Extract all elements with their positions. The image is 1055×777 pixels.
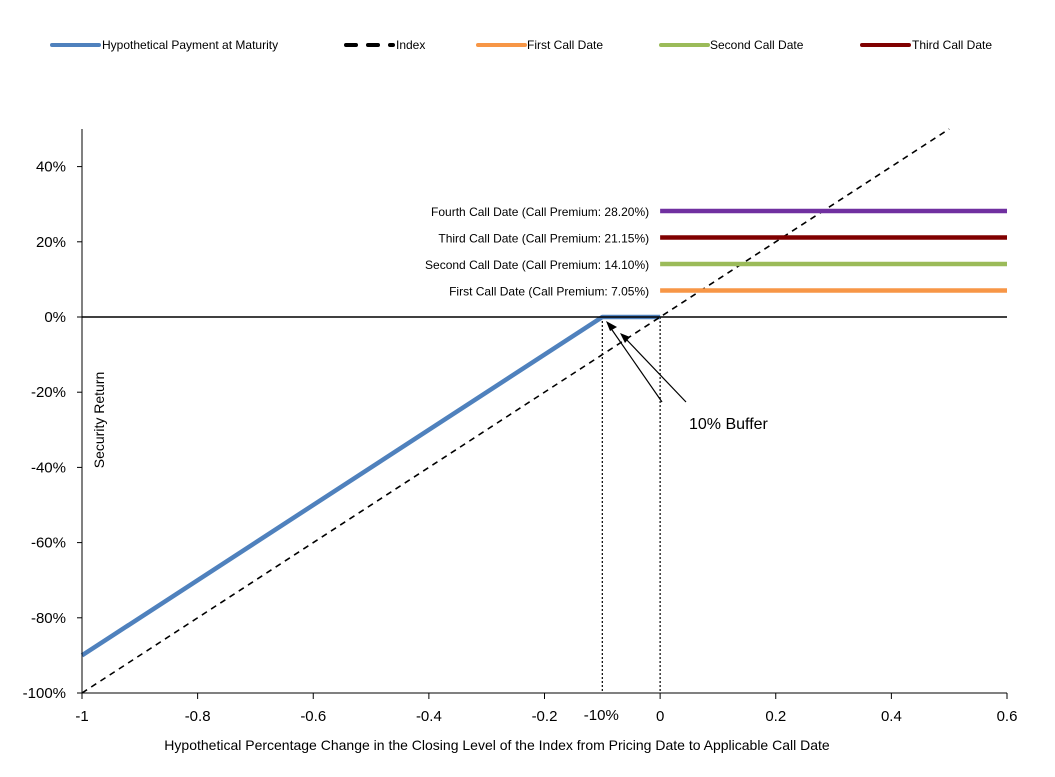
buffer-arrow-head [620, 333, 630, 343]
buffer-x-label: -10% [584, 707, 619, 724]
buffer-reference-lines [601, 317, 661, 693]
x-tick-label: 0 [656, 708, 664, 725]
legend-label: Second Call Date [710, 38, 804, 52]
y-tick-label: -100% [23, 685, 66, 702]
x-tick-label: -1 [75, 708, 88, 725]
x-axis-title: Hypothetical Percentage Change in the Cl… [164, 737, 830, 753]
y-tick-label: 20% [36, 234, 66, 251]
x-tick-label: -0.8 [185, 708, 211, 725]
x-tick-label: -0.2 [532, 708, 558, 725]
legend: Hypothetical Payment at Maturity Index Fir… [50, 38, 992, 52]
buffer-arrow-shaft [624, 337, 687, 403]
call-premium-label: Second Call Date (Call Premium: 14.10%) [425, 258, 649, 272]
axes: -100% -80% -60% -40% -20% 0% 20% 40% -1 -0.8 -0.6 -… [23, 129, 1018, 725]
call-premium-label: First Call Date (Call Premium: 7.05%) [449, 284, 649, 298]
buffer-arrow-head [606, 321, 617, 331]
y-tick-label: 40% [36, 159, 66, 176]
y-tick-label: -20% [31, 384, 66, 401]
payment-line [80, 314, 661, 658]
call-premium-label: Third Call Date (Call Premium: 21.15%) [438, 231, 649, 245]
legend-label: Third Call Date [912, 38, 992, 52]
y-axis-title: Security Return [91, 372, 107, 468]
x-tick-label: -0.4 [416, 708, 442, 725]
y-tick-label: -40% [31, 459, 66, 476]
x-tick-label: 0.6 [997, 708, 1018, 725]
y-tick-label: -80% [31, 610, 66, 627]
x-tick-label: -0.6 [300, 708, 326, 725]
x-tick-label: 0.2 [765, 708, 786, 725]
plot-area: -100% -80% -60% -40% -20% 0% 20% 40% -1 -0.8 -0.6 -… [23, 128, 1018, 725]
legend-label: Index [396, 38, 425, 52]
annotations: Fourth Call Date (Call Premium: 28.20%) T… [425, 205, 769, 433]
x-tick-label: 0.4 [881, 708, 902, 725]
buffer-arrow-shaft [609, 326, 663, 403]
y-tick-label: -60% [31, 535, 66, 552]
buffer-label: 10% Buffer [689, 416, 769, 433]
legend-label: Hypothetical Payment at Maturity [102, 38, 278, 52]
legend-label: First Call Date [527, 38, 603, 52]
call-premium-label: Fourth Call Date (Call Premium: 28.20%) [431, 205, 649, 219]
index-line [81, 128, 950, 694]
y-tick-label: 0% [44, 309, 66, 326]
